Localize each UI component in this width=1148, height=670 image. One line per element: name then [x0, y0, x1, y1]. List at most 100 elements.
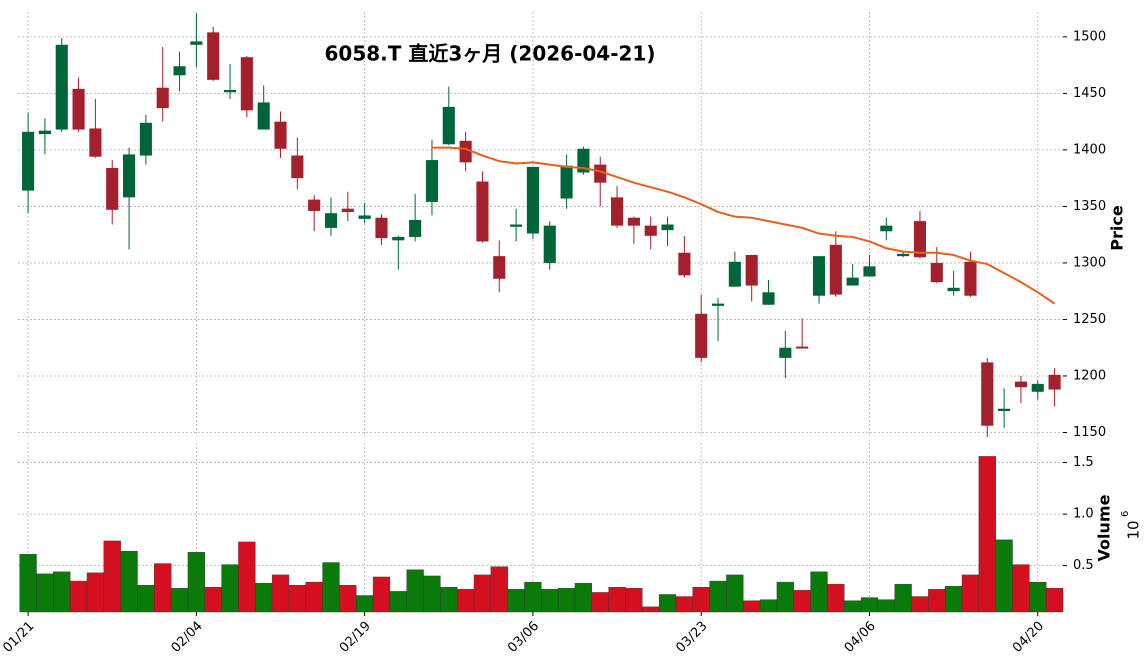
volume-bar	[36, 573, 54, 613]
volume-bar	[137, 585, 155, 613]
volume-bar	[288, 585, 306, 613]
volume-bar	[776, 581, 794, 613]
candle-body	[577, 148, 590, 173]
candle-body	[829, 244, 842, 295]
candle-body	[543, 225, 556, 263]
volume-bar	[372, 576, 391, 613]
volume-bar	[810, 571, 828, 613]
candle-body	[173, 66, 186, 76]
y-tick-label: 1350	[1073, 199, 1106, 214]
y-tick-label: 1.5	[1073, 455, 1094, 470]
candle-body	[257, 102, 270, 130]
candle-body	[796, 346, 809, 349]
volume-axis-label: Volume	[1095, 494, 1114, 561]
candle-body	[392, 236, 405, 241]
candle-body	[964, 261, 977, 296]
volume-bar	[490, 566, 508, 613]
candle-body	[745, 255, 758, 286]
candle-body	[560, 165, 573, 199]
candle-body	[846, 277, 859, 286]
volume-bar	[642, 606, 660, 613]
candle-body	[324, 213, 338, 228]
candle-body	[89, 128, 102, 157]
volume-bar	[675, 596, 693, 613]
y-tick-label: 1400	[1073, 142, 1106, 157]
volume-bar	[103, 540, 121, 613]
volume-bar	[457, 589, 475, 613]
volume-bar	[406, 569, 424, 613]
candle-body	[72, 88, 85, 130]
volume-bar	[726, 574, 744, 613]
volume-bar	[473, 574, 492, 613]
volume-bar	[894, 583, 912, 613]
volume-bar	[154, 563, 172, 613]
candle-body	[1048, 374, 1061, 390]
x-tick-label: 03/06	[505, 619, 542, 656]
x-tick-label: 04/06	[842, 619, 879, 656]
volume-scale: 10 6	[1120, 511, 1143, 540]
volume-bar	[928, 589, 946, 613]
candle-body	[425, 160, 439, 202]
candle-body	[695, 313, 708, 358]
volume-bar	[221, 564, 239, 613]
volume-bar	[557, 588, 576, 613]
volume-bar	[945, 586, 963, 613]
chart-title: 6058.T 直近3ヶ月 (2026-04-21)	[325, 42, 656, 66]
candle-body	[55, 44, 68, 130]
candle-body	[711, 303, 725, 306]
y-tick-label: 1250	[1073, 312, 1106, 327]
volume-bar	[911, 596, 929, 613]
y-tick-label: 1300	[1073, 255, 1106, 270]
volume-bar	[877, 599, 895, 613]
candle-body	[1014, 381, 1027, 388]
candle-body	[358, 215, 371, 219]
candle-body	[442, 106, 455, 145]
volume-bar	[305, 581, 323, 613]
x-tick-label: 02/04	[169, 619, 206, 656]
candle-body	[510, 224, 523, 227]
x-tick-label: 02/19	[337, 619, 374, 656]
volume-bar	[574, 582, 593, 613]
volume-bar	[255, 582, 273, 613]
volume-bar	[709, 580, 727, 613]
volume-scale-base: 10	[1125, 520, 1143, 539]
volume-bar	[1029, 581, 1047, 613]
candle-body	[762, 292, 775, 305]
volume-bar	[541, 589, 559, 613]
volume-bar	[995, 539, 1013, 613]
candle-body	[139, 122, 152, 156]
volume-bar	[204, 587, 222, 613]
candle-body	[38, 130, 51, 135]
candle-body	[1031, 383, 1044, 392]
candle-body	[661, 224, 674, 231]
candle-body	[207, 32, 220, 80]
volume-bar	[339, 585, 357, 613]
volume-bar	[19, 554, 37, 613]
volume-bar	[389, 591, 407, 613]
volume-bar	[1045, 588, 1064, 613]
volume-bar	[120, 551, 138, 613]
volume-bar	[322, 562, 340, 613]
candle-body	[812, 256, 826, 296]
candle-body	[274, 121, 287, 149]
candle-body	[594, 164, 607, 183]
candle-body	[156, 87, 169, 109]
candle-body	[930, 262, 943, 283]
candle-body	[223, 89, 237, 93]
candle-body	[627, 217, 640, 226]
volume-bar	[759, 599, 778, 613]
candle-body	[947, 287, 960, 292]
x-tick-label: 03/23	[673, 619, 710, 656]
x-tick-label: 01/21	[0, 619, 37, 656]
candle-body	[22, 131, 35, 191]
volume-bar	[844, 600, 862, 613]
candle-body	[880, 225, 893, 232]
candle-body	[998, 408, 1011, 412]
volume-scale-exponent: 6	[1120, 511, 1131, 517]
y-tick-label: 0.5	[1073, 558, 1094, 573]
candle-body	[981, 362, 994, 426]
candle-body	[308, 199, 321, 211]
candle-body	[526, 166, 539, 234]
candle-body	[459, 140, 472, 163]
